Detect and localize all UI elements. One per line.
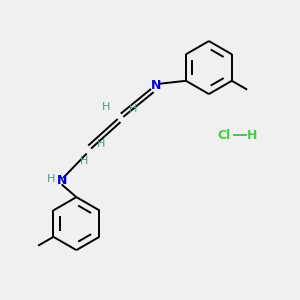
Text: H: H	[246, 129, 257, 142]
Text: H: H	[129, 104, 137, 114]
Text: H: H	[102, 102, 110, 112]
Text: H: H	[46, 174, 55, 184]
Text: H: H	[80, 156, 88, 166]
Text: N: N	[56, 174, 67, 188]
Text: H: H	[97, 139, 106, 149]
Text: N: N	[151, 79, 161, 92]
Text: Cl: Cl	[217, 129, 230, 142]
